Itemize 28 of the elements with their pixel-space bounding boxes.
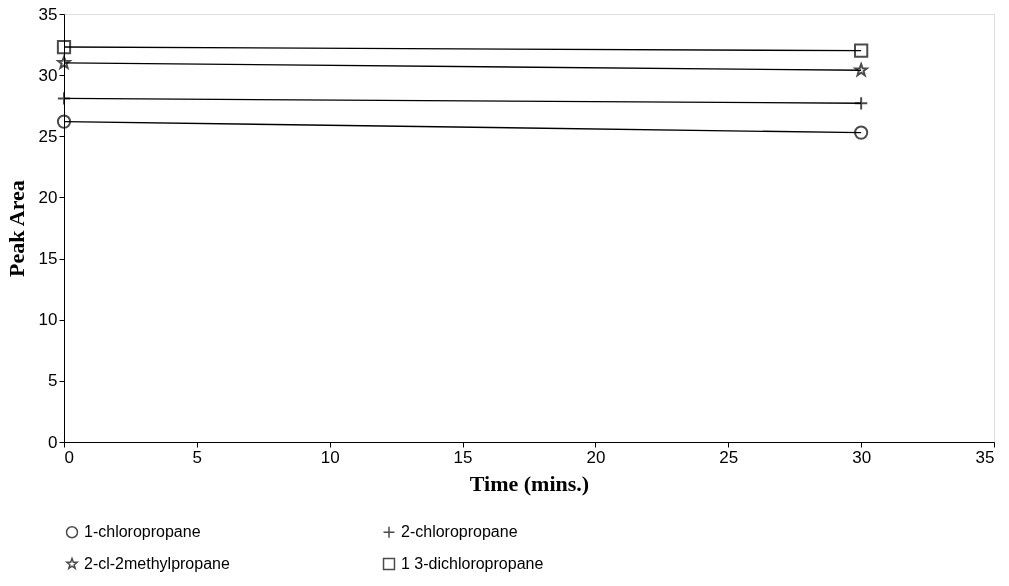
- legend-label: 2-chloropropane: [401, 523, 518, 541]
- legend-label: 1-chloropropane: [84, 523, 201, 541]
- y-axis-title: Peak Area: [3, 180, 29, 277]
- point: [854, 63, 868, 77]
- x-tick-label: 30: [852, 447, 872, 467]
- y-tick-label: 10: [38, 310, 58, 330]
- point: [57, 55, 71, 69]
- y-tick-label: 25: [38, 126, 58, 146]
- point: [854, 43, 869, 58]
- x-tick-label: 25: [719, 447, 739, 467]
- legend-label: 1 3-dichloropropane: [401, 555, 544, 572]
- point: [56, 39, 72, 55]
- y-tick-label: 30: [38, 65, 58, 85]
- x-tick-label: 35: [975, 447, 995, 467]
- y-tick-label: 20: [38, 187, 58, 207]
- x-tick-label: 10: [320, 447, 340, 467]
- x-tick-label: 15: [453, 447, 473, 467]
- legend-label: 2-cl-2methylpropane: [84, 555, 230, 572]
- x-tick-label: 20: [586, 447, 606, 467]
- y-tick-label: 15: [38, 249, 58, 269]
- x-axis-title: Time (mins.): [469, 470, 590, 496]
- x-tick-label: 5: [192, 447, 203, 467]
- y-tick-label: 5: [48, 371, 58, 391]
- y-tick-label: 0: [48, 432, 58, 452]
- point: [56, 114, 72, 129]
- y-tick-label: 35: [38, 4, 58, 24]
- point: [854, 125, 869, 140]
- x-tick-label: 0: [64, 447, 74, 467]
